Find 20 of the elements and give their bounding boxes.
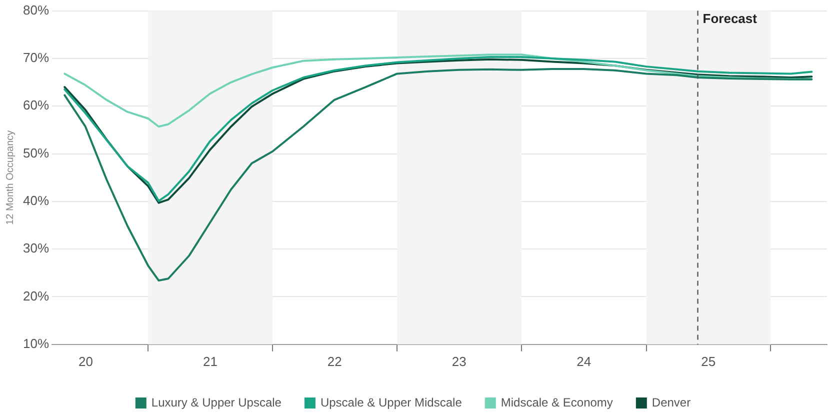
legend-label: Luxury & Upper Upscale [151, 395, 282, 410]
y-tick-label: 80% [22, 2, 50, 18]
x-tick-label: 21 [202, 354, 218, 369]
y-tick-label: 60% [22, 98, 50, 113]
legend-label: Upscale & Upper Midscale [320, 395, 462, 410]
y-tick-label: 70% [22, 50, 50, 66]
y-tick-label: 30% [22, 240, 50, 256]
legend-label: Midscale & Economy [500, 395, 613, 410]
x-tick-label: 25 [701, 354, 716, 369]
legend-label: Denver [652, 395, 691, 410]
x-tick-label: 22 [327, 354, 342, 369]
y-tick-label: 20% [22, 288, 50, 304]
ref-line-label: Forecast [702, 10, 758, 26]
y-tick-label: 10% [22, 336, 50, 351]
y-tick-label: 40% [22, 193, 50, 208]
x-tick-label: 24 [576, 354, 592, 369]
x-tick-label: 23 [452, 354, 466, 369]
x-tick-label: 20 [78, 354, 94, 369]
y-axis-title: 12 Month Occupancy [4, 130, 16, 225]
y-tick-label: 50% [22, 145, 50, 160]
